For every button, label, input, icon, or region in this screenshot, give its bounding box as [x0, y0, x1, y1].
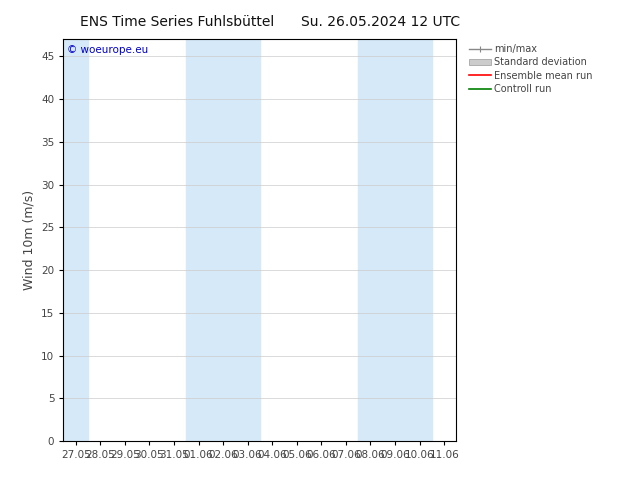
Text: Su. 26.05.2024 12 UTC: Su. 26.05.2024 12 UTC [301, 15, 460, 29]
Legend: min/max, Standard deviation, Ensemble mean run, Controll run: min/max, Standard deviation, Ensemble me… [469, 44, 593, 94]
Text: ENS Time Series Fuhlsbüttel: ENS Time Series Fuhlsbüttel [81, 15, 275, 29]
Bar [358, 39, 432, 441]
Text: © woeurope.eu: © woeurope.eu [67, 45, 148, 55]
Bar [186, 39, 260, 441]
Bar [63, 39, 88, 441]
Y-axis label: Wind 10m (m/s): Wind 10m (m/s) [23, 190, 36, 290]
